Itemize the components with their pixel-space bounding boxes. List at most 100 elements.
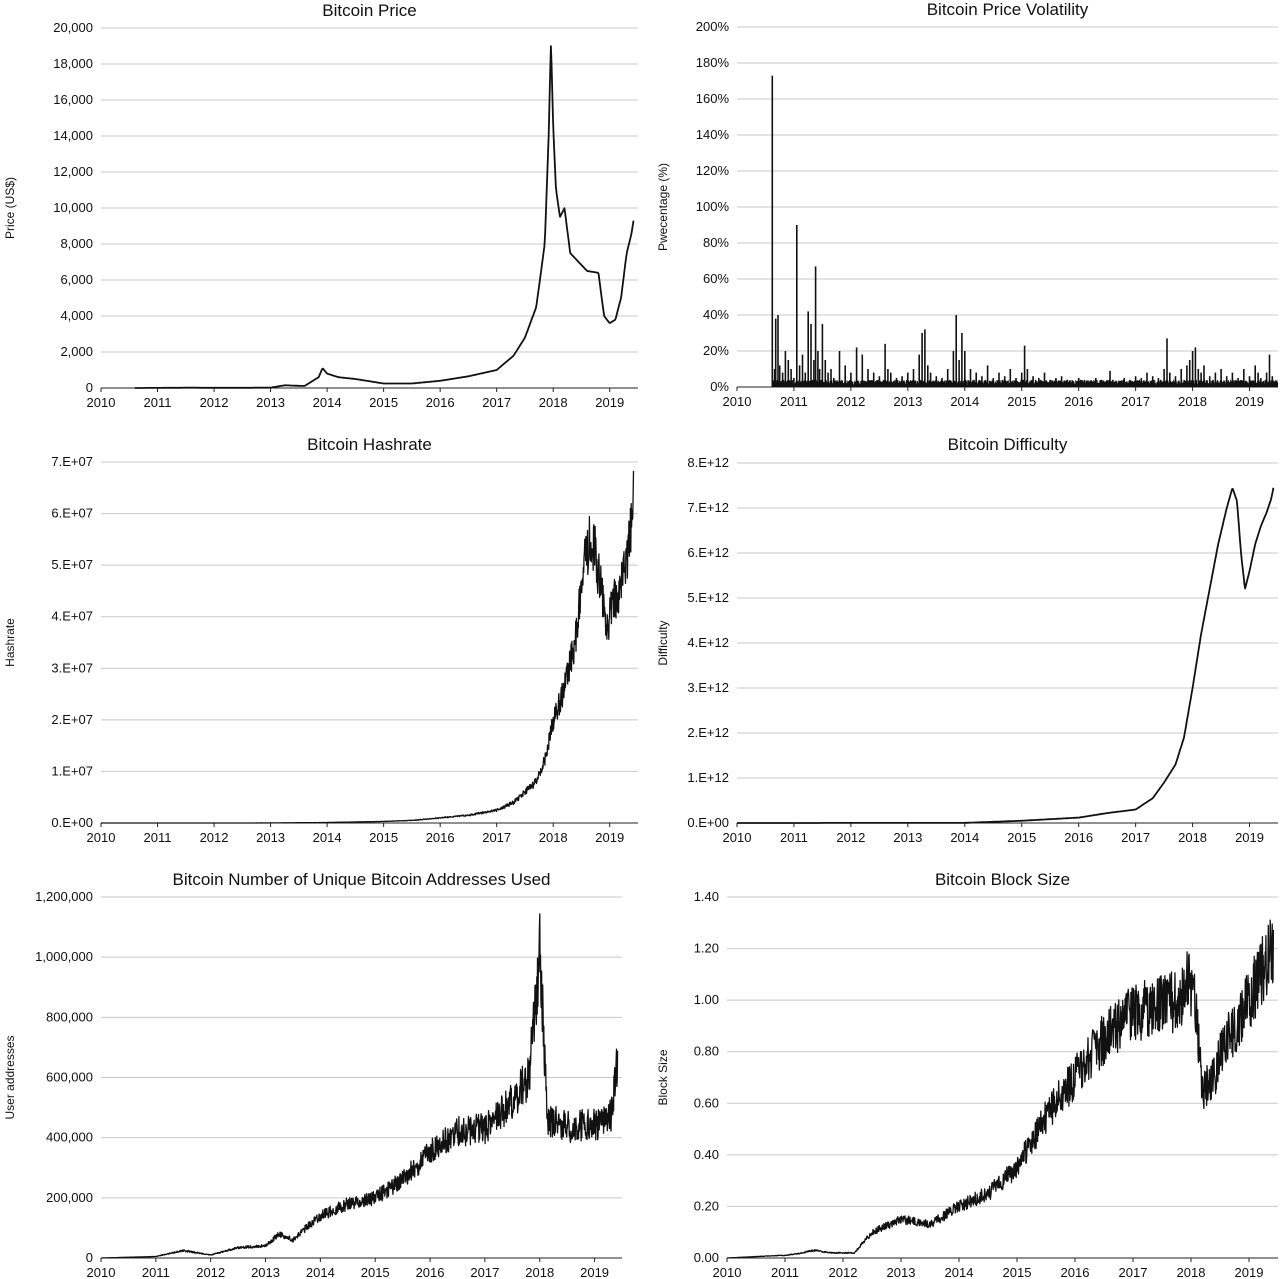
y-tick-label: 2.E+12 [687, 725, 729, 740]
x-tick-label: 2013 [893, 394, 922, 409]
y-axis-label: User addresses [3, 1035, 17, 1119]
y-tick-label: 0.E+00 [687, 815, 729, 830]
x-tick-label: 2016 [1061, 1265, 1090, 1279]
y-axis-label: Difficulty [656, 620, 670, 665]
x-tick-label: 2012 [836, 394, 865, 409]
x-tick-label: 2018 [1177, 1265, 1206, 1279]
y-tick-label: 40% [703, 307, 729, 322]
y-tick-label: 6.E+12 [687, 545, 729, 560]
x-tick-label: 2018 [1178, 394, 1207, 409]
x-tick-label: 2014 [313, 830, 342, 845]
x-tick-label: 2016 [426, 830, 455, 845]
y-tick-label: 6,000 [60, 272, 93, 287]
y-tick-label: 140% [696, 127, 730, 142]
x-tick-label: 2015 [1003, 1265, 1032, 1279]
x-tick-label: 2018 [539, 395, 568, 410]
y-tick-label: 200% [696, 19, 730, 34]
series-line-difficulty [736, 487, 1275, 824]
y-tick-label: 1.20 [694, 941, 719, 956]
x-tick-label: 2014 [313, 395, 342, 410]
y-tick-label: 4,000 [60, 308, 93, 323]
x-tick-label: 2019 [1235, 1265, 1264, 1279]
x-tick-label: 2019 [595, 395, 624, 410]
x-tick-label: 2010 [723, 394, 752, 409]
chart-title: Bitcoin Number of Unique Bitcoin Address… [173, 870, 551, 889]
x-tick-label: 2011 [144, 395, 172, 410]
x-tick-label: 2018 [1178, 830, 1207, 845]
y-axis-label: Pwecentage (%) [656, 163, 670, 251]
y-tick-label: 12,000 [53, 164, 93, 179]
y-tick-label: 200,000 [46, 1190, 93, 1205]
y-tick-label: 14,000 [53, 128, 93, 143]
x-tick-label: 2011 [780, 394, 808, 409]
y-tick-label: 0% [710, 379, 729, 394]
y-tick-label: 0.E+00 [51, 815, 93, 830]
x-tick-label: 2013 [251, 1265, 280, 1279]
y-tick-label: 800,000 [46, 1009, 93, 1024]
x-tick-label: 2015 [369, 395, 398, 410]
x-tick-label: 2019 [580, 1265, 609, 1279]
y-tick-label: 1,200,000 [35, 889, 93, 904]
x-tick-label: 2019 [1235, 394, 1264, 409]
chart-price: Bitcoin Price Price (US$) 0 2,000 4,000 6,000… [3, 1, 638, 410]
x-tick-label: 2013 [887, 1265, 916, 1279]
chart-title: Bitcoin Hashrate [307, 435, 432, 454]
y-tick-label: 400,000 [46, 1130, 93, 1145]
x-tick-label: 2015 [369, 830, 398, 845]
x-tick-label: 2016 [426, 395, 455, 410]
y-tick-label: 16,000 [53, 92, 93, 107]
series-line-addresses [100, 913, 619, 1259]
series-line-price [134, 45, 635, 389]
y-tick-label: 120% [696, 163, 730, 178]
x-tick-label: 2014 [306, 1265, 335, 1279]
x-tick-label: 2011 [142, 1265, 170, 1279]
x-tick-label: 2017 [470, 1265, 499, 1279]
x-tick-label: 2014 [950, 394, 979, 409]
y-tick-label: 0 [86, 380, 93, 395]
x-tick-label: 2012 [829, 1265, 858, 1279]
chart-title: Bitcoin Price [322, 1, 416, 20]
y-tick-label: 0.00 [694, 1250, 719, 1265]
y-tick-label: 180% [696, 55, 730, 70]
x-tick-label: 2013 [256, 395, 285, 410]
y-tick-label: 600,000 [46, 1070, 93, 1085]
x-tick-label: 2013 [893, 830, 922, 845]
x-tick-label: 2017 [1121, 830, 1150, 845]
series-line-hashrate [100, 470, 635, 824]
y-tick-label: 20,000 [53, 20, 93, 35]
y-tick-label: 20% [703, 343, 729, 358]
y-axis-label: Price (US$) [3, 177, 17, 239]
x-tick-label: 2011 [771, 1265, 799, 1279]
chart-title: Bitcoin Difficulty [948, 435, 1068, 454]
x-tick-label: 2018 [525, 1265, 554, 1279]
x-tick-label: 2016 [1064, 830, 1093, 845]
y-tick-label: 1.00 [694, 992, 719, 1007]
x-tick-label: 2012 [200, 395, 229, 410]
chart-blocksize: Bitcoin Block Size Block Size 0.00 0.20 0.40… [656, 870, 1278, 1279]
chart-hashrate: Bitcoin Hashrate Hashrate 0.E+00 1.E+07 2.E+… [3, 435, 638, 845]
y-tick-label: 5.E+12 [687, 590, 729, 605]
y-tick-label: 8.E+12 [687, 455, 729, 470]
y-tick-label: 2,000 [60, 344, 93, 359]
y-tick-label: 7.E+07 [51, 454, 93, 469]
y-tick-label: 0.40 [694, 1147, 719, 1162]
y-tick-label: 5.E+07 [51, 557, 93, 572]
series-line-blocksize [726, 919, 1275, 1259]
y-tick-label: 4.E+12 [687, 635, 729, 650]
chart-title: Bitcoin Price Volatility [927, 0, 1089, 19]
x-tick-label: 2017 [1119, 1265, 1148, 1279]
chart-volatility: Bitcoin Price Volatility Pwecentage (%) 0%… [656, 0, 1278, 409]
x-tick-label: 2010 [723, 830, 752, 845]
chart-difficulty: Bitcoin Difficulty Difficulty 0.E+00 1.E+12… [656, 435, 1278, 845]
x-tick-label: 2011 [144, 830, 172, 845]
y-tick-label: 100% [696, 199, 730, 214]
y-tick-label: 1,000,000 [35, 949, 93, 964]
x-tick-label: 2015 [1007, 394, 1036, 409]
chart-title: Bitcoin Block Size [935, 870, 1070, 889]
y-tick-label: 4.E+07 [51, 609, 93, 624]
x-tick-label: 2017 [482, 830, 511, 845]
y-tick-label: 0.60 [694, 1095, 719, 1110]
x-tick-label: 2016 [1064, 394, 1093, 409]
x-tick-label: 2019 [1235, 830, 1264, 845]
